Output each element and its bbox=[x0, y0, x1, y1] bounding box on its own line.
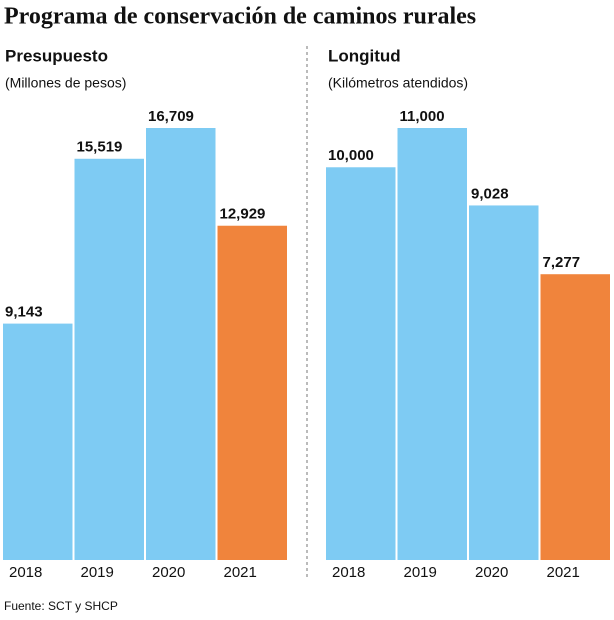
value-label: 12,929 bbox=[220, 206, 266, 223]
source-note: Fuente: SCT y SHCP bbox=[4, 599, 118, 613]
value-label: 10,000 bbox=[328, 147, 374, 164]
value-label: 15,519 bbox=[77, 139, 123, 156]
value-label: 9,028 bbox=[471, 185, 509, 202]
value-label: 11,000 bbox=[400, 108, 445, 125]
x-tick-label: 2020 bbox=[152, 564, 185, 581]
x-tick-label: 2018 bbox=[9, 564, 42, 581]
x-tick-label: 2019 bbox=[404, 564, 437, 581]
x-tick-label: 2018 bbox=[332, 564, 365, 581]
value-label: 16,709 bbox=[148, 108, 194, 125]
bar bbox=[146, 128, 216, 560]
bar bbox=[326, 167, 396, 561]
bar bbox=[3, 323, 73, 560]
bar bbox=[217, 225, 287, 560]
panel-subtitle: (Kilómetros atendidos) bbox=[328, 75, 468, 91]
panel-title: Presupuesto bbox=[5, 46, 108, 65]
page-title: Programa de conservación de caminos rura… bbox=[4, 4, 476, 30]
x-tick-label: 2021 bbox=[547, 564, 580, 581]
bar bbox=[540, 274, 610, 560]
x-tick-label: 2019 bbox=[81, 564, 114, 581]
value-label: 9,143 bbox=[5, 304, 43, 321]
x-tick-label: 2020 bbox=[475, 564, 508, 581]
bar bbox=[469, 205, 539, 561]
panel-title: Longitud bbox=[328, 46, 401, 65]
value-label: 7,277 bbox=[543, 254, 581, 271]
bar bbox=[74, 158, 144, 560]
panel-subtitle: (Millones de pesos) bbox=[5, 75, 126, 91]
x-tick-label: 2021 bbox=[224, 564, 257, 581]
bar bbox=[397, 128, 467, 560]
